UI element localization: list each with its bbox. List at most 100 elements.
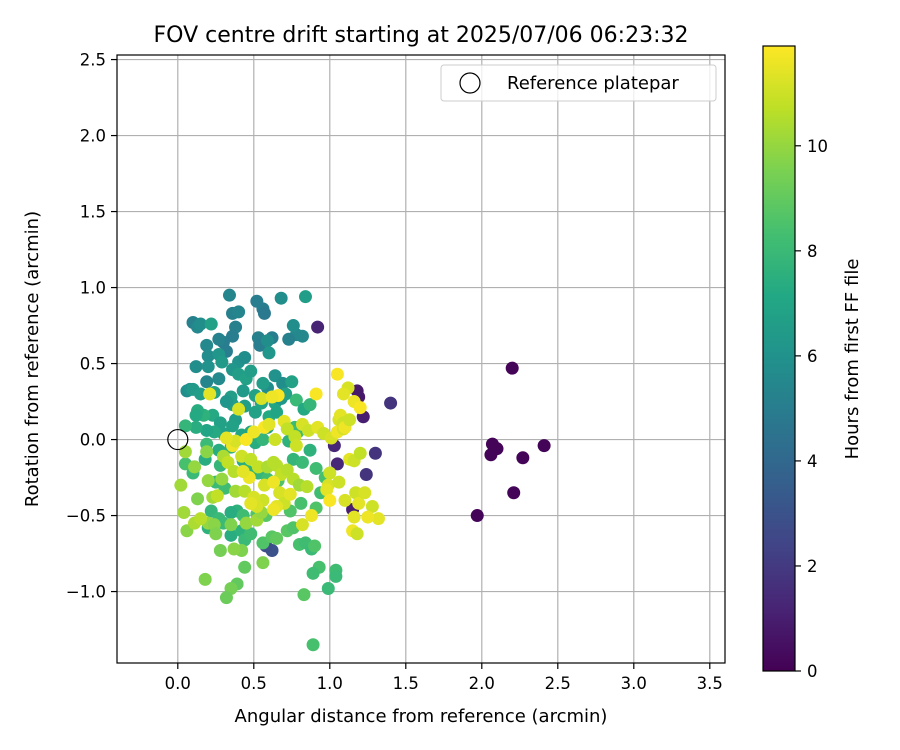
data-point	[282, 332, 296, 346]
data-point	[343, 413, 357, 427]
data-point	[353, 446, 367, 460]
data-point	[201, 349, 215, 363]
data-point	[224, 528, 238, 542]
legend-box	[440, 64, 717, 102]
data-point	[303, 443, 317, 457]
data-point	[338, 493, 352, 507]
colorbar-tick-label: 6	[807, 347, 818, 366]
data-point	[329, 569, 343, 583]
data-point	[294, 496, 308, 510]
data-point	[361, 510, 375, 524]
data-point	[347, 510, 361, 524]
data-point	[305, 509, 319, 523]
data-point	[244, 527, 258, 541]
x-tick-label: 3.0	[621, 674, 647, 693]
data-point	[262, 417, 276, 431]
scatter-points	[167, 288, 551, 652]
data-point	[256, 536, 270, 550]
x-tick-label: 1.0	[317, 674, 343, 693]
legend: Reference platepar	[440, 64, 717, 102]
data-point	[257, 306, 271, 320]
data-point	[274, 291, 288, 305]
data-point	[224, 506, 238, 520]
data-point	[256, 376, 270, 390]
data-point	[238, 484, 252, 498]
data-point	[295, 329, 309, 343]
data-point	[194, 387, 208, 401]
data-point	[244, 364, 258, 378]
x-tick-label: 1.5	[393, 674, 419, 693]
data-point	[505, 361, 519, 375]
data-point	[295, 455, 309, 469]
data-point	[332, 475, 346, 489]
colorbar-label: Hours from first FF file	[842, 259, 863, 460]
data-point	[221, 455, 235, 469]
y-tick-label: 2.5	[80, 51, 106, 70]
data-point	[297, 588, 311, 602]
x-tick-label: 2.5	[545, 674, 571, 693]
data-point	[283, 487, 297, 501]
legend-label-reference: Reference platepar	[507, 73, 679, 94]
data-point	[516, 451, 530, 465]
data-point	[224, 518, 238, 532]
data-point	[212, 332, 226, 346]
data-point	[308, 539, 322, 553]
data-point	[174, 478, 188, 492]
data-point	[470, 509, 484, 523]
data-point	[189, 360, 203, 374]
data-point	[248, 405, 262, 419]
data-point	[260, 334, 274, 348]
data-point	[227, 464, 241, 478]
data-point	[537, 439, 551, 453]
y-tick-label: 0.5	[80, 355, 106, 374]
data-point	[215, 355, 229, 369]
data-point	[213, 544, 227, 558]
data-point	[262, 346, 276, 360]
data-point	[256, 433, 270, 447]
grid	[117, 55, 725, 663]
data-point	[371, 512, 385, 526]
data-point	[359, 468, 373, 482]
data-point	[273, 486, 287, 500]
data-point	[232, 402, 246, 416]
data-point	[350, 527, 364, 541]
legend-marker-reference	[459, 72, 481, 94]
data-point	[194, 317, 208, 331]
colorbar-tick-label: 8	[807, 242, 818, 261]
plot-frame	[116, 54, 726, 664]
x-tick-label: 3.5	[697, 674, 723, 693]
data-point	[189, 420, 203, 434]
data-point	[191, 492, 205, 506]
x-tick-label: 2.0	[469, 674, 495, 693]
data-point	[219, 431, 233, 445]
data-point	[309, 461, 323, 475]
data-point	[178, 445, 192, 459]
data-point	[194, 512, 208, 526]
reference-platepar-marker	[167, 428, 189, 451]
data-point	[189, 408, 203, 422]
data-point	[198, 572, 212, 586]
data-point	[210, 489, 224, 503]
colorbar-tick-label: 0	[807, 662, 818, 681]
y-tick-label: −1.0	[66, 583, 106, 602]
data-point	[368, 446, 382, 460]
data-point	[320, 483, 334, 497]
data-point	[213, 416, 227, 430]
data-point	[177, 506, 191, 520]
data-point	[200, 338, 214, 352]
data-point	[201, 474, 215, 488]
data-point	[286, 319, 300, 333]
data-point	[200, 423, 214, 437]
data-point	[226, 329, 240, 343]
data-point	[188, 460, 202, 474]
y-axis: −1.0 −0.5 0.0 0.5 1.0 1.5 2.0 2.5	[66, 51, 117, 602]
data-point	[365, 499, 379, 513]
colorbar-tick-label: 10	[807, 137, 828, 156]
data-point	[298, 290, 312, 304]
data-point	[232, 305, 246, 319]
data-point	[306, 566, 320, 580]
data-point	[267, 502, 281, 516]
data-point	[268, 433, 282, 447]
data-point	[247, 425, 261, 439]
data-point	[270, 405, 284, 419]
